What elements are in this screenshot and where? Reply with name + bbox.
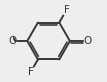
Text: O: O (83, 36, 91, 46)
Text: F: F (64, 5, 70, 15)
Text: O: O (8, 36, 16, 46)
Text: F: F (27, 67, 33, 77)
